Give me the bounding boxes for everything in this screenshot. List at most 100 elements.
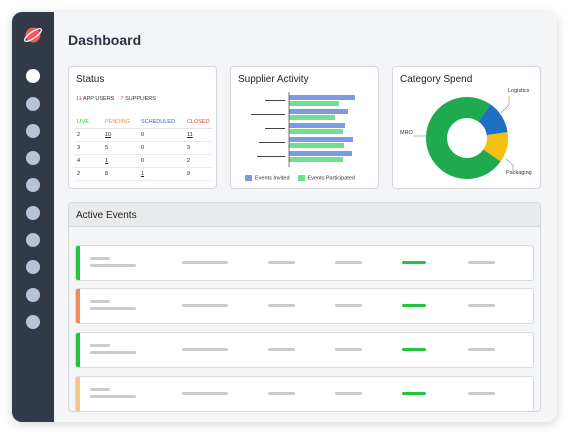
table-cell: 0 (138, 128, 184, 142)
category-spend-card: Category Spend MRO Logistics Packaging (392, 66, 541, 189)
event-status-accent (76, 289, 80, 323)
event-field-placeholder (182, 261, 228, 264)
bar-participated (289, 129, 343, 134)
label-logistics: Logistics (508, 88, 530, 94)
app-users-count: 11 (76, 96, 82, 102)
table-cell: 2 (74, 128, 102, 142)
event-status-indicator (402, 261, 426, 264)
column-closed: CLOSED (184, 117, 213, 129)
table-cell-link[interactable]: 1 (102, 154, 138, 168)
table-cell: 2 (184, 154, 213, 168)
supplier-activity-chart (251, 92, 355, 167)
suppliers-count: 7 (120, 96, 124, 102)
table-cell: 0 (138, 141, 184, 155)
nav-item[interactable] (26, 97, 40, 111)
event-status-indicator (402, 392, 426, 395)
label-packaging: Packaging (506, 170, 532, 176)
app-users-label: APP USERS (82, 96, 115, 102)
table-cell: 4 (74, 154, 102, 168)
app-window: Dashboard Status 11 APP USERS 7 SUPPLIER… (12, 12, 557, 422)
label-mro: MRO (400, 130, 413, 136)
planet-logo-icon (23, 27, 43, 43)
table-row: 2 10 0 11 (74, 128, 213, 142)
column-pending: PENDING (102, 117, 138, 129)
main-content: Dashboard Status 11 APP USERS 7 SUPPLIER… (54, 12, 557, 422)
supplier-activity-title: Supplier Activity (238, 74, 309, 85)
bar-participated (289, 143, 344, 148)
event-status-indicator (402, 304, 426, 307)
event-row[interactable] (75, 332, 534, 368)
nav-item[interactable] (26, 124, 40, 138)
event-subtitle-placeholder (90, 351, 136, 354)
event-row[interactable] (75, 376, 534, 412)
event-name-placeholder (90, 257, 110, 260)
active-events-header: Active Events (69, 203, 540, 227)
table-row: 4 1 0 2 (74, 154, 213, 168)
bar-participated (289, 101, 339, 106)
suppliers-label: SUPPLIERS (125, 96, 156, 102)
category-donut-chart (413, 96, 514, 179)
category-spend-title: Category Spend (400, 74, 473, 85)
table-cell: 5 (102, 141, 138, 155)
table-cell-link[interactable]: 1 (138, 167, 184, 181)
event-field-placeholder (335, 392, 362, 395)
table-cell-link[interactable]: 10 (102, 128, 138, 142)
event-field-placeholder (335, 348, 362, 351)
nav-item[interactable] (26, 206, 40, 220)
legend-invited-label: Events Invited (255, 175, 290, 182)
bar-invited (289, 123, 345, 128)
event-field-placeholder (268, 304, 295, 307)
table-cell: 0 (138, 154, 184, 168)
event-field-placeholder (182, 304, 228, 307)
event-field-placeholder (468, 261, 495, 264)
nav-item[interactable] (26, 315, 40, 329)
supplier-legend: Events Invited Events Participated (245, 175, 355, 181)
event-field-placeholder (268, 261, 295, 264)
event-subtitle-placeholder (90, 307, 136, 310)
event-row[interactable] (75, 288, 534, 324)
nav-item[interactable] (26, 233, 40, 247)
nav-item[interactable] (26, 178, 40, 192)
legend-invited: Events Invited (245, 175, 290, 181)
event-field-placeholder (182, 348, 228, 351)
event-row[interactable] (75, 245, 534, 281)
event-name-placeholder (90, 300, 110, 303)
table-cell-link[interactable]: 11 (184, 128, 213, 142)
slice-mro (426, 97, 501, 179)
legend-swatch-participated (297, 175, 305, 181)
event-status-indicator (402, 348, 426, 351)
event-field-placeholder (468, 304, 495, 307)
table-cell: 3 (74, 141, 102, 155)
sidebar (12, 12, 54, 422)
bar-invited (289, 137, 353, 142)
event-subtitle-placeholder (90, 395, 136, 398)
table-row: 2 8 1 9 (74, 167, 213, 181)
column-scheduled: SCHEDULED (138, 117, 184, 129)
status-title: Status (76, 74, 105, 85)
event-field-placeholder (468, 392, 495, 395)
bar-participated (289, 115, 335, 120)
legend-participated-label: Events Participated (307, 175, 355, 182)
event-field-placeholder (268, 392, 295, 395)
active-events-title: Active Events (76, 210, 137, 221)
table-cell: 3 (184, 141, 213, 155)
status-table-header: LIVE PENDING SCHEDULED CLOSED (74, 117, 213, 129)
event-field-placeholder (468, 348, 495, 351)
event-field-placeholder (335, 304, 362, 307)
nav-item[interactable] (26, 260, 40, 274)
supplier-activity-card: Supplier Activity Events Invited Events … (230, 66, 379, 189)
status-card: Status 11 APP USERS 7 SUPPLIERS LIVE PEN… (68, 66, 217, 189)
status-summary: 11 APP USERS 7 SUPPLIERS (76, 96, 156, 102)
nav-item[interactable] (26, 151, 40, 165)
event-field-placeholder (182, 392, 228, 395)
callout-packaging (505, 158, 514, 171)
bar-participated (289, 157, 343, 162)
nav-item[interactable] (26, 288, 40, 302)
table-row: 3 5 0 3 (74, 141, 213, 155)
event-status-accent (76, 377, 80, 411)
event-name-placeholder (90, 388, 110, 391)
nav-item-home[interactable] (26, 69, 40, 83)
event-status-accent (76, 246, 80, 280)
page-title: Dashboard (68, 32, 142, 48)
event-name-placeholder (90, 344, 110, 347)
